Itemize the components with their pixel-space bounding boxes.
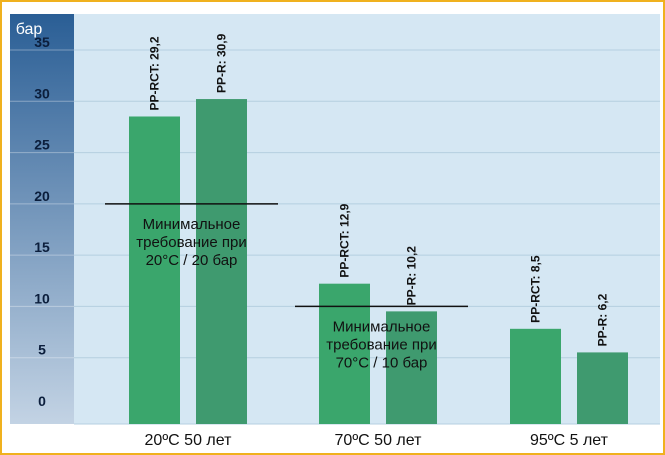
bar-pp-r-2 (386, 311, 437, 424)
x-category-label: 70ºC 50 лет (335, 432, 423, 449)
y-axis: бар 0 5 10 15 20 25 30 35 (16, 21, 50, 409)
requirement-note: Минимальное (333, 318, 431, 335)
bar-pp-r-3 (577, 352, 628, 424)
y-axis-band (10, 14, 74, 424)
requirement-note: Минимальное (143, 216, 241, 233)
requirement-note: 70°C / 10 бар (336, 354, 428, 371)
y-unit-label: бар (16, 21, 43, 38)
bar-value-label: PP-R: 30,9 (215, 33, 229, 93)
y-tick-label: 5 (38, 342, 46, 358)
y-tick-label: 10 (34, 290, 50, 306)
y-tick-label: 30 (34, 85, 50, 101)
bar-value-label: PP-RCT: 12,9 (338, 203, 352, 277)
y-tick-label: 0 (38, 393, 46, 409)
x-category-label: 95ºC 5 лет (530, 432, 609, 449)
bar-value-label: PP-RCT: 8,5 (529, 255, 543, 323)
y-tick-label: 15 (34, 239, 50, 255)
requirement-note: требование при (136, 234, 246, 251)
requirement-note: требование при (326, 336, 436, 353)
bar-pp-rct-3 (510, 328, 561, 424)
y-tick-label: 20 (34, 188, 50, 204)
bar-value-label: PP-R: 10,2 (405, 246, 419, 306)
bar-pp-rct-1 (129, 116, 180, 425)
requirement-note: 20°C / 20 бар (146, 252, 238, 269)
x-category-label: 20ºC 50 лет (145, 432, 233, 449)
bar-value-label: PP-R: 6,2 (596, 293, 610, 346)
y-tick-label: 25 (34, 137, 50, 153)
x-axis: 20ºC 50 лет 70ºC 50 лет 95ºC 5 лет (145, 432, 609, 449)
y-tick-label: 35 (34, 34, 50, 50)
bar-value-label: PP-RCT: 29,2 (148, 36, 162, 110)
bar-pp-r-1 (196, 99, 247, 424)
